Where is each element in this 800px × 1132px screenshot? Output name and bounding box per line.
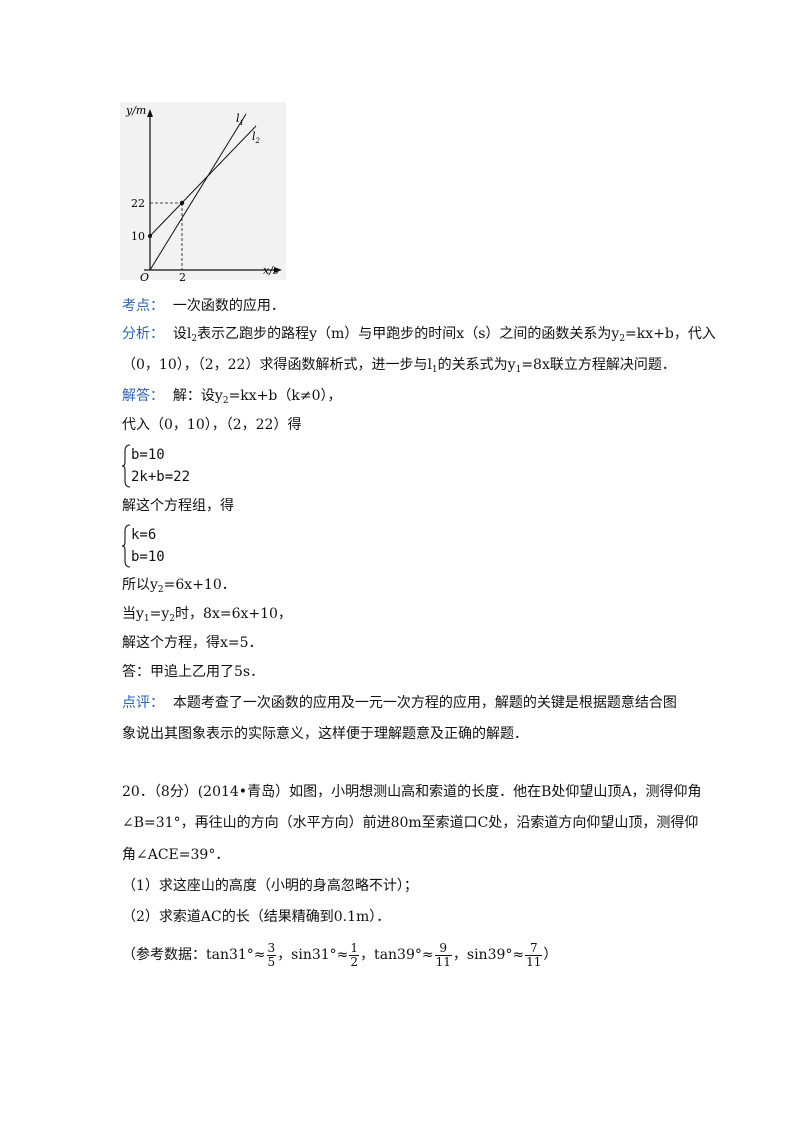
- y-axis-arrow: [147, 109, 153, 117]
- dianping-line-2: 象说出其图象表示的实际意义，这样便于理解题意及正确的解题．: [122, 726, 528, 742]
- fenxi-line-2: （0，10），（2，22）求得函数解析式，进一步与l1的关系式为y1=8x联立方…: [122, 357, 676, 375]
- intercept-point: [148, 234, 152, 238]
- q20-part-1: （1）求这座山的高度（小明的身高忽略不计）；: [122, 878, 418, 894]
- fenxi-label: 分析：: [122, 326, 164, 342]
- graph-background: [120, 102, 286, 280]
- origin-label: O: [140, 271, 149, 282]
- jieda-line-1: 解答： 解：设y2=kx+b（k≠0），: [122, 388, 342, 406]
- q20-line-3: 角∠ACE=39°．: [122, 847, 230, 863]
- system1-eq2: 2k+b=22: [131, 469, 191, 485]
- left-brace-2: [122, 524, 131, 568]
- so-line: 所以y2=6x+10．: [122, 577, 236, 595]
- y-axis-label: y/m: [125, 104, 146, 117]
- line-l2-label: l2: [252, 130, 261, 145]
- q20-part-2: （2）求索道AC的长（结果精确到0.1m）．: [122, 909, 391, 925]
- kaodian-text: 一次函数的应用．: [172, 298, 285, 314]
- y-tick-10: 10: [131, 230, 145, 243]
- intersection-point: [179, 200, 185, 206]
- q20-line-2: ∠B=31°，再往山的方向（水平方向）前进80m至索道口C处，沿索道方向仰望山顶…: [122, 815, 699, 831]
- dianping-line-1: 点评： 本题考查了一次函数的应用及一元一次方程的应用，解题的关键是根据题意结合图: [122, 695, 677, 711]
- x-axis-arrow: [274, 267, 282, 273]
- fraction-7-11: 7 11: [525, 940, 543, 969]
- kaodian-label: 考点：: [122, 298, 164, 314]
- x-tick-2: 2: [179, 271, 186, 282]
- equation-system-1: b=10 2k+b=22: [122, 443, 242, 489]
- answer-line: 答：甲追上乙用了5s．: [122, 664, 265, 680]
- system2-eq1: k=6: [131, 527, 157, 543]
- when-line: 当y1=y2时，8x=6x+10，: [122, 606, 292, 624]
- fraction-9-11: 9 11: [434, 940, 452, 969]
- line-l1-label: l1: [236, 112, 244, 127]
- substitute-line: 代入（0，10），（2，22）得: [122, 417, 302, 433]
- solve-system-line: 解这个方程组，得: [122, 498, 234, 514]
- line-l1: [149, 113, 247, 271]
- linear-function-graph: y/m x/s O 22 10 2 l1 l2: [120, 102, 286, 282]
- system1-eq1: b=10: [131, 447, 165, 463]
- solve-equation-line: 解这个方程，得x=5．: [122, 635, 263, 651]
- equation-system-2: k=6 b=10: [122, 523, 242, 569]
- q20-line-1: 20．（8分）(2014•青岛）如图，小明想测山高和索道的长度．他在B处仰望山顶…: [122, 784, 702, 800]
- q20-reference-data: （参考数据：tan31°≈ 3 5 ，sin31°≈ 1 2 ，tan39°≈ 9 11 ，sin…: [122, 940, 558, 969]
- fenxi-line-1: 分析： 设l2表示乙跑步的路程y（m）与甲跑步的时间x（s）之间的函数关系为y2…: [122, 326, 716, 344]
- kaodian-line: 考点： 一次函数的应用．: [122, 296, 285, 316]
- y-tick-22: 22: [131, 197, 145, 210]
- system2-eq2: b=10: [131, 549, 165, 565]
- jieda-label: 解答：: [122, 388, 164, 404]
- line-l2: [149, 125, 257, 237]
- left-brace-1: [122, 444, 131, 488]
- dianping-label: 点评：: [122, 695, 164, 711]
- x-axis-label: x/s: [263, 264, 279, 277]
